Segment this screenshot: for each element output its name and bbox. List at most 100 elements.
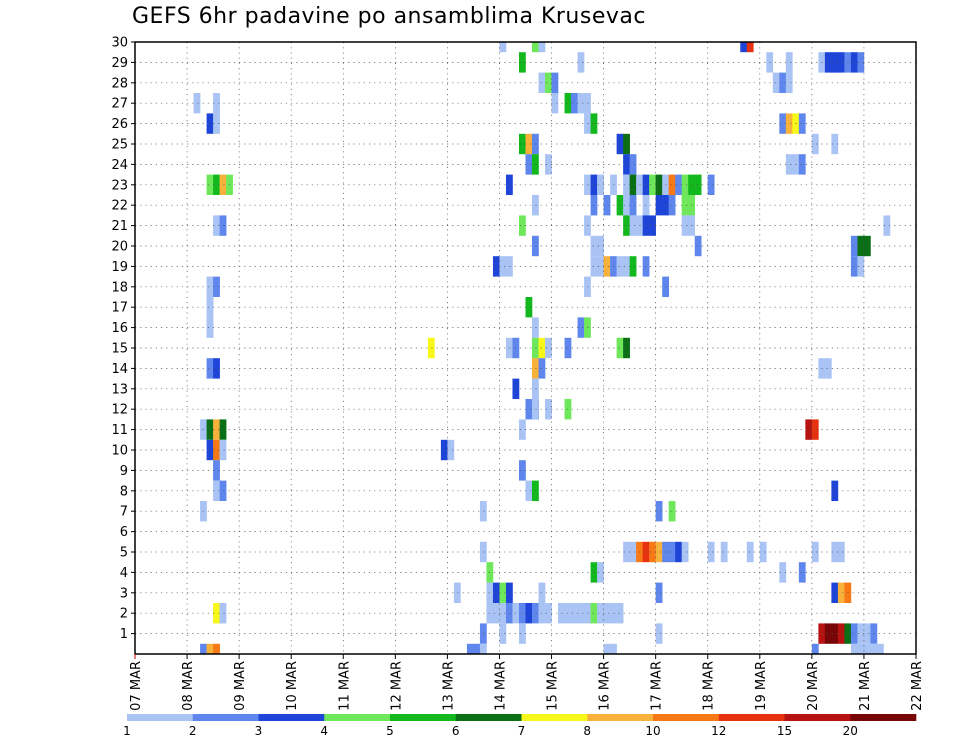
- heatmap-cell: [863, 643, 871, 654]
- heatmap-cell: [824, 52, 832, 73]
- x-tick-label: 13 MAR: [441, 661, 456, 711]
- heatmap-cell: [499, 603, 507, 624]
- heatmap-cell: [219, 215, 227, 236]
- heatmap-cell: [785, 72, 793, 93]
- y-tick-label: 15: [111, 342, 128, 357]
- heatmap-cell: [525, 399, 533, 420]
- heatmap-cell: [206, 419, 214, 440]
- heatmap-cell: [466, 643, 474, 654]
- heatmap-cell: [518, 623, 526, 644]
- heatmap-cell: [681, 541, 689, 563]
- heatmap-cell: [453, 582, 461, 603]
- colorbar-label: 6: [452, 724, 460, 738]
- y-tick-label: 25: [111, 138, 128, 153]
- heatmap-cell: [518, 603, 526, 624]
- heatmap-cell: [811, 133, 819, 155]
- heatmap-cell: [571, 603, 578, 624]
- heatmap-cell: [655, 501, 663, 522]
- y-tick-label: 18: [111, 280, 128, 295]
- heatmap-cell: [642, 195, 650, 216]
- y-tick-label: 28: [111, 76, 128, 91]
- heatmap-cell: [616, 337, 624, 359]
- heatmap-cell: [597, 603, 604, 624]
- y-tick-label: 9: [120, 464, 128, 479]
- heatmap-cell: [668, 501, 676, 522]
- x-tick-label: 15 MAR: [546, 661, 561, 711]
- y-tick-label: 2: [120, 607, 128, 622]
- heatmap-cell: [532, 42, 539, 53]
- heatmap-cell: [831, 582, 839, 603]
- heatmap-cell: [213, 480, 220, 501]
- heatmap-cell: [213, 215, 220, 236]
- heatmap-cell: [675, 541, 682, 563]
- x-tick-label: 17 MAR: [650, 661, 665, 711]
- colorbar-swatch: [258, 714, 325, 721]
- heatmap-cell: [545, 603, 552, 624]
- heatmap-cell: [831, 52, 839, 73]
- heatmap-cell: [681, 215, 689, 236]
- colorbar-label: 5: [386, 724, 394, 738]
- heatmap-cell: [538, 358, 546, 379]
- y-tick-label: 20: [111, 240, 128, 255]
- heatmap-cell: [623, 195, 630, 216]
- heatmap-cell: [590, 562, 598, 583]
- heatmap-cell: [603, 195, 611, 216]
- heatmap-cell: [518, 419, 526, 440]
- heatmap-cell: [857, 256, 865, 277]
- heatmap-cell: [512, 337, 520, 359]
- heatmap-cell: [545, 399, 552, 420]
- heatmap-cell: [213, 643, 220, 654]
- heatmap-cell: [668, 174, 676, 195]
- heatmap-cell: [623, 541, 630, 563]
- heatmap-cell: [623, 154, 630, 175]
- heatmap-cell: [564, 337, 572, 359]
- heatmap-cell: [213, 276, 220, 297]
- heatmap-cell: [206, 358, 214, 379]
- y-tick-label: 22: [111, 199, 128, 214]
- x-tick-label: 09 MAR: [233, 661, 248, 711]
- heatmap-cell: [694, 174, 702, 195]
- colorbar-swatch: [127, 714, 194, 721]
- heatmap-cell: [206, 297, 214, 318]
- heatmap-cell: [824, 358, 832, 379]
- heatmap-cell: [538, 337, 546, 359]
- heatmap-cell: [798, 562, 806, 583]
- x-tick-label: 10 MAR: [285, 661, 300, 711]
- heatmap-cell: [525, 297, 533, 318]
- heatmap-cell: [811, 643, 819, 654]
- heatmap-cell: [831, 133, 839, 155]
- heatmap-cell: [577, 93, 585, 114]
- colorbar-label: 10: [645, 724, 660, 738]
- heatmap-cell: [193, 93, 201, 114]
- y-tick-label: 10: [111, 444, 128, 459]
- heatmap-cell: [206, 113, 214, 134]
- heatmap-cell: [746, 541, 754, 563]
- heatmap-cell: [857, 623, 865, 644]
- heatmap-cell: [655, 541, 663, 563]
- heatmap-cell: [597, 174, 604, 195]
- heatmap-cell: [590, 113, 598, 134]
- heatmap-cell: [206, 174, 214, 195]
- heatmap-cell: [590, 174, 598, 195]
- heatmap-cell: [616, 133, 624, 155]
- heatmap-cell: [219, 480, 227, 501]
- heatmap-cell: [616, 195, 624, 216]
- heatmap-cell: [863, 623, 871, 644]
- heatmap-cell: [623, 174, 630, 195]
- heatmap-cell: [785, 154, 793, 175]
- y-tick-label: 4: [120, 566, 128, 581]
- heatmap-cell: [512, 378, 520, 399]
- heatmap-cell: [440, 439, 448, 461]
- x-tick-label: 18 MAR: [702, 661, 717, 711]
- heatmap-cell: [681, 195, 689, 216]
- heatmap-cell: [518, 460, 526, 481]
- heatmap-cell: [642, 174, 650, 195]
- heatmap-cell: [206, 276, 214, 297]
- y-tick-label: 3: [120, 586, 128, 601]
- heatmap-cell: [759, 541, 767, 563]
- heatmap-cell: [720, 541, 728, 563]
- heatmap-cell: [213, 439, 220, 461]
- heatmap-cell: [577, 603, 585, 624]
- x-tick-label: 11 MAR: [337, 661, 352, 711]
- heatmap-cell: [642, 215, 650, 236]
